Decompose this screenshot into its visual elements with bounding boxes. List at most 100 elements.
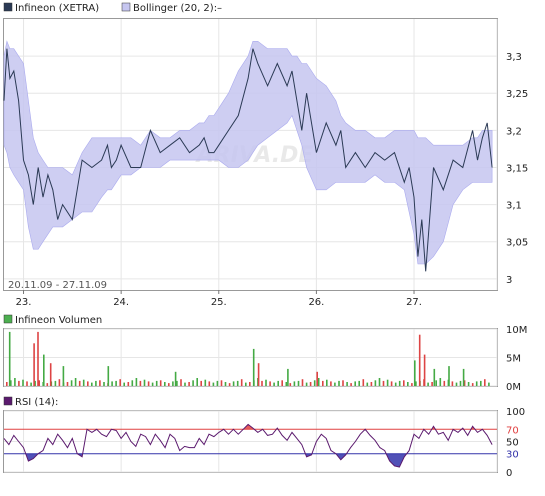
volume-bar — [370, 382, 373, 386]
volume-bar — [435, 380, 437, 386]
x-tick-label: 26. — [308, 297, 324, 308]
volume-bar — [386, 379, 389, 386]
volume-bar — [38, 380, 40, 386]
price-y-tick-label: 3,15 — [506, 163, 528, 174]
volume-bar — [330, 381, 332, 386]
volume-bar — [151, 382, 154, 386]
volume-bar — [439, 378, 442, 386]
price-y-tick-label: 3,3 — [506, 52, 522, 63]
price-y-tick-label: 3,25 — [506, 89, 528, 100]
rsi-legend: RSI (14): — [3, 396, 58, 408]
volume-bar — [423, 354, 426, 386]
date-range-label: 20.11.09 - 27.11.09 — [8, 280, 107, 291]
volume-bar — [159, 380, 162, 386]
volume-bar — [338, 380, 340, 386]
volume-bar — [6, 382, 8, 386]
volume-bar — [249, 382, 251, 386]
volume-bar — [265, 379, 267, 386]
volume-bar — [123, 382, 125, 386]
volume-bar — [70, 380, 73, 386]
rsi-legend-swatch — [3, 396, 13, 406]
volume-bar — [403, 380, 405, 386]
volume-bar — [192, 380, 194, 386]
volume-bar — [480, 380, 482, 386]
x-tick-label: 27. — [406, 297, 422, 308]
volume-bar — [316, 371, 318, 387]
volume-bar — [220, 380, 223, 386]
volume-bar — [232, 381, 235, 386]
volume-bar — [414, 360, 416, 386]
volume-bar — [475, 381, 478, 386]
rsi-y-tick-label: 70 — [506, 425, 519, 436]
volume-bar — [277, 380, 279, 386]
bollinger-band — [3, 40, 493, 265]
rsi-oversold-fill — [25, 453, 407, 468]
rsi-y-tick-label: 30 — [506, 450, 519, 461]
volume-y-tick-label: 10M — [506, 325, 527, 336]
volume-bar — [448, 366, 450, 386]
volume-bar — [139, 380, 142, 386]
volume-bar — [471, 383, 474, 386]
price-y-tick-label: 3,2 — [506, 126, 522, 137]
volume-bar — [269, 381, 271, 386]
volume-bar — [176, 380, 178, 386]
volume-bar — [155, 380, 158, 386]
volume-bar — [58, 379, 61, 386]
volume-bar — [305, 382, 308, 386]
volume-bar — [374, 380, 377, 386]
volume-bar — [18, 380, 20, 386]
volume-bar — [289, 383, 292, 386]
volume-bar — [411, 383, 413, 386]
volume-bar — [180, 379, 182, 386]
volume-bar — [174, 371, 177, 387]
volume-bar — [261, 380, 263, 386]
volume-bars — [6, 331, 490, 387]
volume-bar — [34, 380, 36, 386]
volume-bar — [451, 381, 454, 386]
volume-bar — [297, 380, 300, 386]
volume-bar — [390, 381, 393, 386]
volume-bar — [354, 381, 356, 386]
volume-bar — [467, 382, 470, 386]
volume-legend: Infineon Volumen — [3, 314, 102, 326]
volume-bar — [33, 343, 35, 387]
volume-bar — [204, 379, 207, 386]
volume-bar — [293, 381, 296, 386]
volume-bar — [463, 380, 466, 386]
volume-bar — [433, 368, 436, 386]
volume-bar — [26, 381, 28, 386]
volume-bar — [184, 382, 186, 386]
bollinger-legend-swatch — [121, 2, 131, 12]
volume-bar — [168, 383, 170, 386]
volume-bar — [224, 382, 227, 386]
price-y-tick-label: 3,1 — [506, 201, 522, 212]
volume-bar — [309, 382, 312, 386]
volume-bar — [322, 380, 324, 386]
x-tick-label: 23. — [16, 297, 32, 308]
volume-legend-label: Infineon Volumen — [15, 315, 102, 326]
rsi-legend-label: RSI (14): — [15, 397, 58, 408]
volume-bar — [382, 380, 385, 386]
volume-bar — [462, 368, 465, 386]
volume-bar — [188, 382, 190, 386]
volume-bar — [455, 382, 458, 386]
volume-bar — [362, 379, 365, 386]
x-tick-label: 25. — [211, 297, 227, 308]
volume-bar — [285, 382, 288, 386]
x-tick-label: 24. — [113, 297, 129, 308]
volume-bar — [273, 382, 275, 386]
volume-bar — [200, 380, 202, 386]
volume-bar — [74, 378, 77, 386]
volume-bar — [240, 379, 243, 386]
volume-bar — [334, 382, 336, 386]
volume-bar — [30, 382, 32, 386]
volume-bar — [14, 378, 16, 386]
volume-bar — [78, 380, 81, 386]
volume-bar — [228, 383, 231, 386]
volume-bar — [62, 366, 65, 386]
volume-bar — [415, 381, 417, 386]
volume-y-tick-label: 0M — [506, 382, 521, 393]
volume-bar — [350, 383, 352, 386]
